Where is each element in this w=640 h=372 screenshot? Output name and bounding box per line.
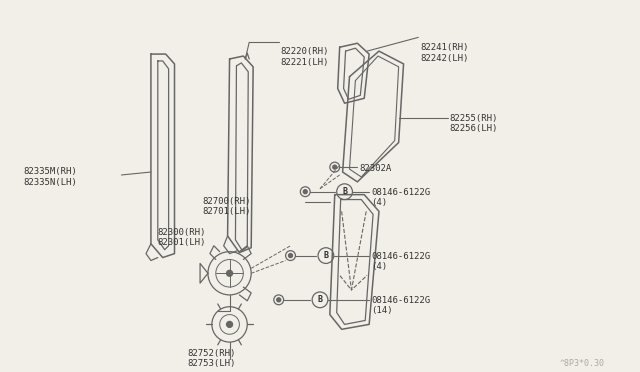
Text: 82752(RH)
82753(LH): 82752(RH) 82753(LH) — [188, 349, 236, 368]
Text: 82255(RH)
82256(LH): 82255(RH) 82256(LH) — [450, 114, 498, 134]
Circle shape — [276, 298, 281, 302]
Circle shape — [333, 165, 337, 169]
Text: B: B — [317, 295, 323, 304]
Text: B: B — [323, 251, 328, 260]
Text: 08146-6122G
(14): 08146-6122G (14) — [371, 296, 430, 315]
Text: 82300(RH)
82301(LH): 82300(RH) 82301(LH) — [158, 228, 206, 247]
Text: 08146-6122G
(4): 08146-6122G (4) — [371, 188, 430, 207]
Circle shape — [303, 190, 307, 194]
Text: 82241(RH)
82242(LH): 82241(RH) 82242(LH) — [420, 43, 468, 62]
Text: 82220(RH)
82221(LH): 82220(RH) 82221(LH) — [281, 47, 329, 67]
Text: 82700(RH)
82701(LH): 82700(RH) 82701(LH) — [202, 197, 250, 216]
Circle shape — [289, 254, 292, 257]
Circle shape — [227, 321, 232, 327]
Text: 82335M(RH)
82335N(LH): 82335M(RH) 82335N(LH) — [23, 167, 77, 186]
Circle shape — [227, 270, 232, 276]
Text: 82302A: 82302A — [359, 164, 392, 173]
Text: 08146-6122G
(4): 08146-6122G (4) — [371, 251, 430, 271]
Text: B: B — [342, 187, 347, 196]
Text: ^8P3*0.30: ^8P3*0.30 — [560, 359, 605, 368]
